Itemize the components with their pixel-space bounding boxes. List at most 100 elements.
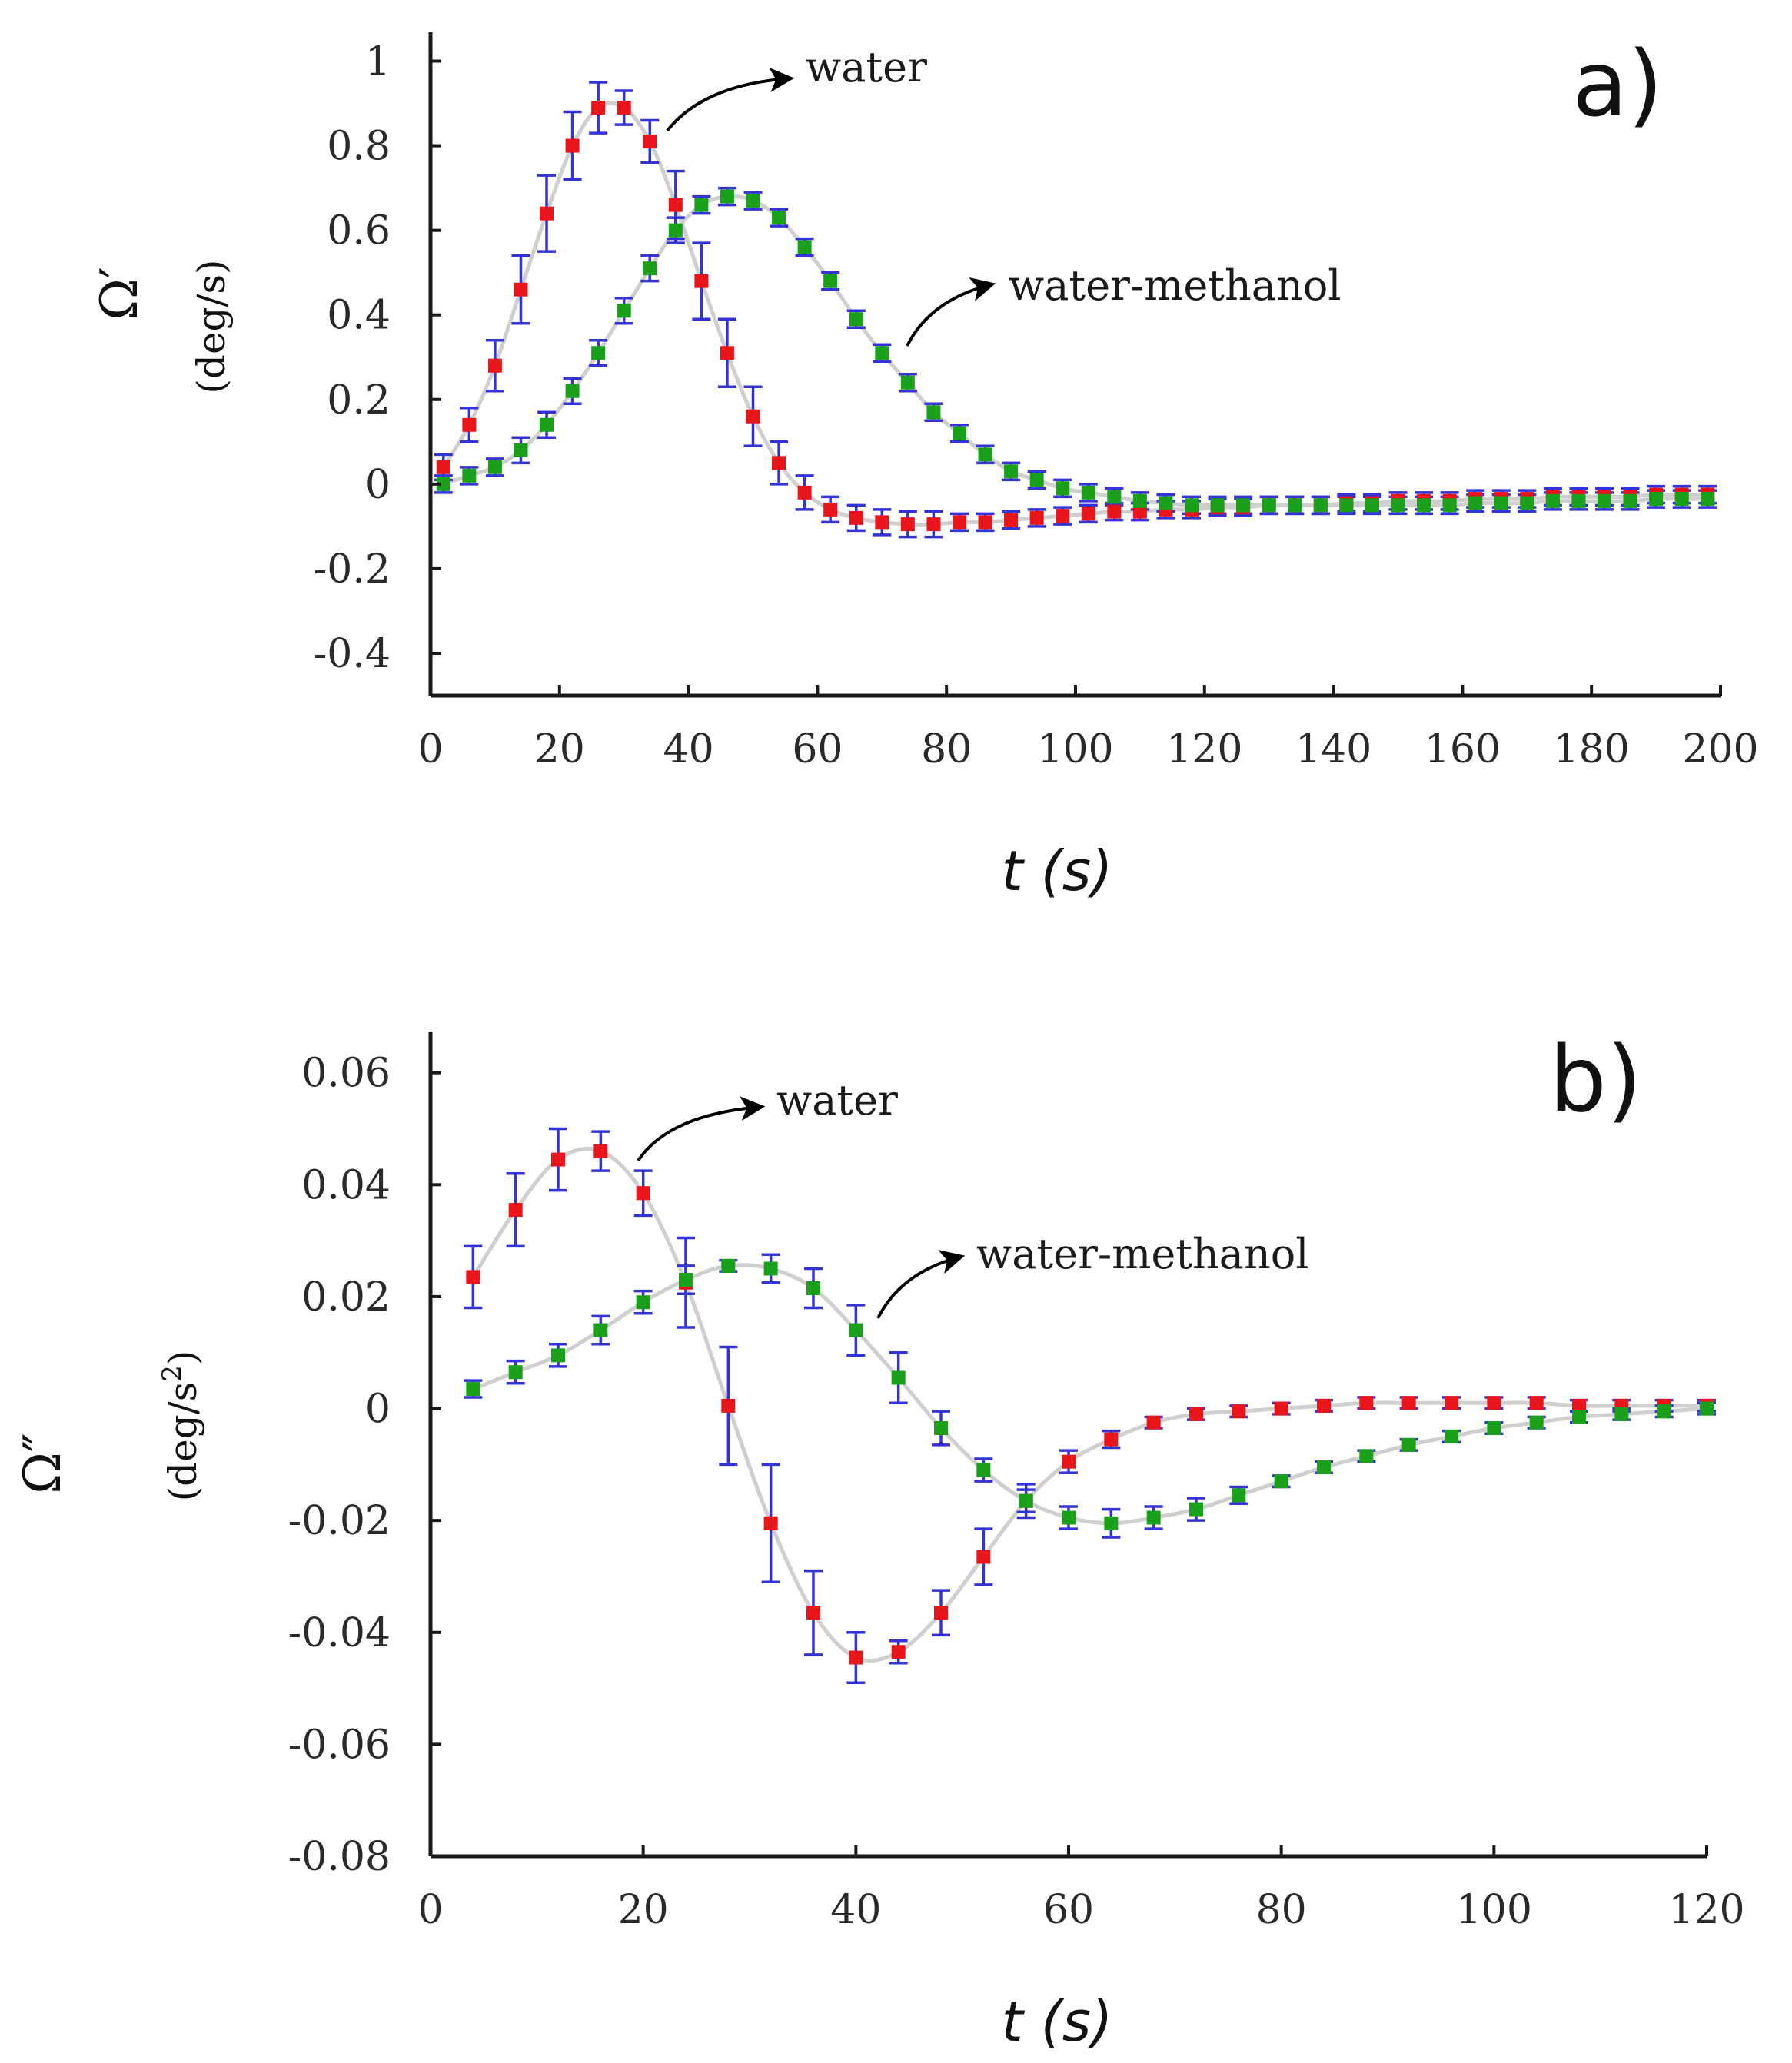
panel-b-water-methanol-point: [508, 1365, 523, 1380]
panel-b-x-tick-label: 100: [1456, 1887, 1532, 1933]
panel-a-y-tick-label: 0.6: [327, 208, 391, 254]
panel-b-water-methanol-point: [593, 1323, 608, 1337]
panel-a-x-tick-label: 200: [1682, 726, 1758, 772]
panel-b-annotation-water-methanol-arrow: [876, 1250, 966, 1319]
panel-a-water-point: [1132, 504, 1147, 519]
panel-a-water-point: [514, 282, 528, 297]
panel-b-y-tick-label: 0: [365, 1387, 391, 1433]
panel-b-water-methanol-point: [551, 1348, 565, 1363]
panel-b-water-methanol-point: [1529, 1415, 1544, 1430]
panel-b-x-tick-label: 80: [1256, 1887, 1307, 1933]
panel-b-water-methanol-point: [934, 1421, 948, 1436]
panel-a-water-methanol-point: [823, 274, 838, 288]
panel-b-annotation-water: water: [776, 1076, 898, 1125]
panel-a-water-point: [540, 206, 554, 221]
panel-a-water-methanol-point: [1313, 498, 1328, 513]
panel-b-x-axis-label: t (s): [1002, 1989, 1113, 2054]
panel-a-annotation-water-methanol-arrow: [906, 277, 996, 347]
panel-b-water-point: [1317, 1398, 1331, 1413]
panel-a-water-methanol-point: [1545, 493, 1560, 508]
panel-a-water-methanol-point: [1442, 498, 1457, 513]
panel-b-water-methanol-point: [1019, 1493, 1033, 1508]
panel-b-water-methanol-point: [1232, 1488, 1246, 1503]
panel-b-water-methanol-point: [466, 1382, 480, 1397]
panel-b-water-methanol-point: [1359, 1449, 1374, 1463]
panel-b-water-methanol-point: [806, 1281, 820, 1295]
panel-a-water-methanol-point: [694, 198, 709, 212]
panel-a-water-methanol-point: [1494, 496, 1508, 510]
panel-a-water-methanol-point: [1185, 498, 1199, 513]
panel-a-water-point: [617, 101, 631, 115]
panel-b-water-methanol-point: [1274, 1474, 1288, 1489]
panel-a-water-methanol-point: [849, 312, 863, 327]
panel-a-y-tick-label: 0.4: [327, 293, 391, 339]
panel-a-water-methanol-point: [565, 384, 580, 398]
panel-b-x-tick-label: 60: [1043, 1887, 1094, 1933]
panel-b-water-point: [1487, 1396, 1501, 1410]
panel-a-water-methanol-point: [462, 468, 477, 483]
panel-a-water-point: [565, 138, 580, 153]
panel-b-water-point: [593, 1144, 608, 1158]
panel-a-water-methanol-point: [952, 426, 966, 440]
panel-b-water-point: [849, 1650, 863, 1665]
panel-a-water-methanol-point: [1132, 493, 1147, 508]
panel-a-water-point: [643, 135, 657, 149]
panel-a-x-tick-label: 180: [1554, 726, 1630, 772]
panel-a-water-methanol-point: [591, 346, 606, 360]
panel-a-water-point: [1004, 513, 1019, 527]
panel-b-water-methanol-point: [976, 1463, 991, 1477]
panel-a-y-tick-label: 0.2: [327, 377, 391, 424]
panel-a-water-point: [900, 517, 915, 532]
panel-b-x-tick-label: 40: [830, 1887, 881, 1933]
panel-b-y-tick-label: 0.04: [301, 1162, 391, 1208]
panel-b-curves: [471, 1146, 1707, 1663]
panel-b-water-point: [636, 1186, 650, 1201]
panel-b-y-tick-label: 0.02: [301, 1274, 391, 1321]
panel-b-water-point: [1274, 1401, 1288, 1416]
panel-a-water-methanol-point: [514, 443, 528, 457]
panel-b-water-methanol-point: [1104, 1516, 1119, 1530]
panel-b-y-tick-label: -0.06: [288, 1722, 391, 1768]
panel-b-label: b): [1549, 1026, 1642, 1132]
panel-a-annotation-water-methanol: water-methanol: [1009, 261, 1342, 310]
panel-a-water-methanol-point: [1210, 498, 1225, 513]
panel-a-axes: [428, 32, 1721, 698]
panel-a-water-methanol-point: [1597, 493, 1611, 508]
panel-a-x-axis-label: t (s): [1002, 839, 1113, 903]
panel-b-errorbars: [464, 1127, 1716, 1685]
panel-b-water-point: [508, 1203, 523, 1218]
panel-a-x-tick-label: 60: [792, 726, 843, 772]
panel-b-water-point: [1445, 1396, 1458, 1410]
panel-b-water-point: [1232, 1404, 1246, 1419]
panel-a-water-methanol-point: [746, 194, 760, 208]
panel-a-water-methanol-point: [797, 240, 812, 254]
panel-a-water-methanol-point: [1649, 492, 1664, 507]
panel-a-water-point: [926, 517, 941, 532]
panel-a-water-methanol-point: [772, 211, 786, 225]
panel-b-water-methanol-point: [891, 1370, 906, 1385]
panel-a-water-methanol-point: [436, 477, 450, 491]
panel-a-annotation-water: water: [806, 43, 927, 91]
panel-a-x-tick-label: 140: [1295, 726, 1371, 772]
panel-b-water-methanol-point: [1572, 1410, 1586, 1424]
panel-b-water-methanol-point: [849, 1323, 863, 1337]
panel-a-x-tick-label: 80: [921, 726, 972, 772]
panel-b-y-axis-unit-base: (deg/s: [161, 1382, 205, 1502]
panel-b-y-tick-label: -0.08: [288, 1834, 391, 1880]
panel-a-water-methanol-point: [617, 304, 631, 318]
panel-b-y-tick-label: -0.04: [288, 1610, 391, 1656]
panel-a-annotation-water-arrow: [666, 67, 795, 132]
panel-a-water-point: [772, 456, 786, 470]
panel-b-water-methanol-point: [1317, 1460, 1331, 1474]
panel-a-water-point: [462, 417, 477, 432]
panel-a-water-methanol-point: [1417, 498, 1431, 513]
panel-b-water-point: [721, 1398, 736, 1413]
panel-a-water-methanol-point: [1159, 496, 1173, 510]
panel-a-water-methanol-point: [900, 375, 915, 390]
panel-a-water-point: [668, 198, 683, 212]
panel-a-water-methanol-point: [1056, 481, 1070, 496]
panel-a-water-methanol-point: [1081, 485, 1095, 500]
panel-b-water-point: [763, 1516, 778, 1530]
panel-a-water-methanol-point: [926, 405, 941, 420]
panel-b-annotation-water-arrow: [637, 1096, 766, 1162]
